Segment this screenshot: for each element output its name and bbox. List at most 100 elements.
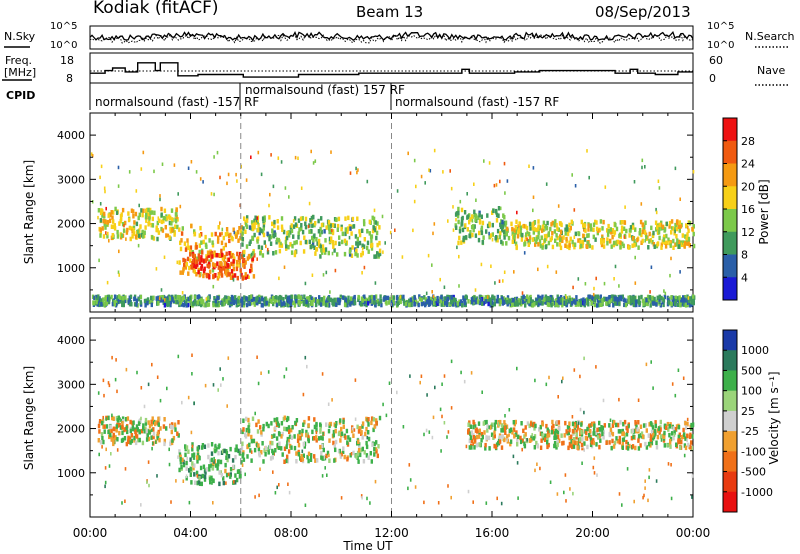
- echo-cell: [315, 427, 318, 433]
- echo-cell: [304, 216, 308, 222]
- echo-cell: [621, 428, 624, 434]
- echo-cell: [373, 441, 376, 447]
- echo-cell: [541, 245, 544, 250]
- echo-cell: [248, 301, 251, 306]
- echo-cell: [231, 294, 234, 300]
- echo-cell: [182, 302, 186, 308]
- echo-cell: [134, 433, 138, 438]
- echo-cell: [237, 469, 240, 474]
- echo-cell: [229, 254, 232, 259]
- noise-series-nsearch: [89, 33, 694, 44]
- echo-cell: [509, 439, 513, 444]
- echo-cell: [468, 233, 471, 238]
- echo-cell: [227, 356, 230, 360]
- echo-cell: [171, 217, 174, 222]
- echo-cell: [373, 254, 376, 259]
- echo-cell: [648, 475, 650, 480]
- echo-cell: [629, 295, 632, 300]
- echo-cell: [474, 438, 477, 443]
- echo-cell: [101, 213, 104, 218]
- echo-cell: [227, 257, 230, 262]
- echo-cell: [180, 238, 183, 243]
- echo-cell: [460, 220, 464, 225]
- echo-cell: [306, 364, 308, 369]
- echo-cell: [114, 302, 118, 308]
- echo-cell: [150, 295, 153, 301]
- echo-cell: [469, 435, 473, 440]
- echo-cell: [692, 170, 695, 174]
- echo-cell: [505, 299, 509, 305]
- echo-cell: [262, 427, 265, 432]
- echo-cell: [534, 242, 537, 247]
- echo-cell: [368, 297, 370, 301]
- echo-cell: [583, 227, 586, 232]
- echo-cell: [539, 301, 542, 306]
- echo-cell: [148, 424, 152, 429]
- echo-cell: [283, 446, 287, 451]
- echo-cell: [346, 440, 349, 445]
- echo-cell: [298, 227, 301, 232]
- echo-cell: [678, 228, 681, 233]
- echo-cell: [473, 209, 476, 215]
- echo-cell: [227, 233, 231, 238]
- echo-cell: [611, 438, 614, 444]
- echo-cell: [407, 151, 409, 156]
- echo-cell: [316, 458, 319, 463]
- echo-cell: [255, 422, 258, 428]
- echo-cell: [150, 299, 154, 304]
- echo-cell: [308, 201, 311, 206]
- echo-cell: [631, 428, 634, 433]
- echo-cell: [156, 435, 159, 441]
- echo-cell: [529, 421, 533, 427]
- echo-cell: [259, 467, 261, 471]
- echo-cell: [216, 150, 219, 155]
- echo-cell: [594, 294, 597, 299]
- echo-cell: [170, 500, 172, 504]
- echo-cell: [622, 437, 626, 442]
- echo-cell: [625, 228, 628, 234]
- echo-cell: [500, 228, 504, 233]
- echo-cell: [202, 299, 205, 304]
- echo-cell: [401, 255, 404, 259]
- echo-cell: [572, 242, 575, 247]
- echo-cell: [272, 184, 275, 189]
- echo-cell: [562, 376, 564, 380]
- echo-cell: [535, 300, 538, 306]
- echo-cell: [165, 426, 168, 431]
- echo-cell: [303, 294, 306, 299]
- echo-cell: [692, 298, 695, 304]
- echo-cell: [433, 296, 437, 302]
- echo-cell: [600, 302, 603, 307]
- echo-cell: [570, 434, 573, 439]
- echo-cell: [278, 301, 281, 306]
- echo-cell: [428, 430, 431, 434]
- echo-cell: [613, 233, 616, 237]
- echo-cell: [588, 423, 591, 429]
- echo-cell: [325, 422, 328, 427]
- echo-cell: [307, 224, 310, 229]
- echo-cell: [478, 230, 481, 236]
- echo-cell: [472, 224, 475, 229]
- echo-cell: [139, 294, 143, 300]
- echo-cell: [610, 294, 614, 300]
- echo-cell: [251, 226, 255, 232]
- echo-cell: [175, 479, 177, 483]
- echo-cell: [168, 296, 172, 301]
- velocity-ylabel: Slant Range [km]: [22, 366, 36, 470]
- power-colorbar-swatch: [723, 186, 737, 210]
- echo-cell: [677, 438, 680, 443]
- xtick-label: 04:00: [173, 526, 208, 540]
- echo-cell: [517, 496, 519, 500]
- echo-cell: [473, 295, 476, 300]
- echo-cell: [350, 299, 353, 305]
- echo-cell: [166, 302, 169, 308]
- echo-cell: [479, 294, 482, 300]
- echo-cell: [536, 462, 538, 466]
- echo-cell: [247, 422, 251, 428]
- echo-cell: [131, 234, 134, 239]
- echo-cell: [222, 480, 225, 486]
- echo-cell: [219, 261, 222, 266]
- echo-cell: [250, 252, 253, 257]
- echo-cell: [267, 302, 270, 307]
- echo-cell: [439, 277, 441, 282]
